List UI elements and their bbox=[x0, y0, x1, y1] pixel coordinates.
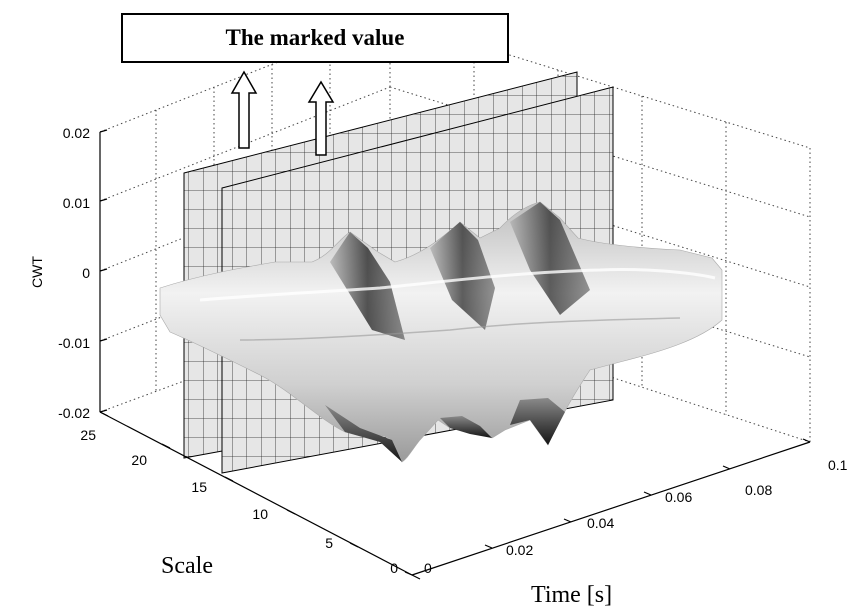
y-axis-label: Scale bbox=[161, 553, 213, 579]
y-tick-label: 5 bbox=[325, 535, 333, 551]
z-ticks bbox=[99, 129, 108, 413]
x-axis-label: Time [s] bbox=[531, 582, 612, 608]
x-tick-label: 0 bbox=[424, 560, 432, 576]
x-tick-labels: 0 0.02 0.04 0.06 0.08 0.1 bbox=[424, 457, 848, 576]
x-tick-label: 0.02 bbox=[506, 542, 533, 558]
annotation-text: The marked value bbox=[225, 25, 405, 50]
marked-value-annotation: The marked value bbox=[121, 13, 509, 63]
z-tick-label: 0 bbox=[82, 265, 90, 281]
y-tick-label: 10 bbox=[252, 506, 268, 522]
y-tick-labels: 25 20 15 10 5 0 bbox=[80, 427, 398, 576]
y-tick-label: 15 bbox=[191, 479, 207, 495]
x-tick-label: 0.06 bbox=[665, 489, 692, 505]
x-ticks bbox=[404, 438, 811, 576]
x-tick-label: 0.1 bbox=[828, 457, 848, 473]
y-tick-label: 20 bbox=[131, 452, 147, 468]
y-tick-label: 25 bbox=[80, 427, 96, 443]
z-tick-label: -0.01 bbox=[58, 335, 90, 351]
axes bbox=[99, 132, 811, 576]
marker-arrow-1 bbox=[230, 70, 258, 149]
z-tick-label: 0.01 bbox=[63, 195, 90, 211]
marker-arrow-2 bbox=[307, 80, 335, 156]
z-tick-labels: 0.02 0.01 0 -0.01 -0.02 bbox=[58, 125, 90, 421]
z-tick-label: -0.02 bbox=[58, 405, 90, 421]
y-ticks bbox=[99, 411, 421, 580]
z-tick-label: 0.02 bbox=[63, 125, 90, 141]
x-tick-label: 0.08 bbox=[745, 482, 772, 498]
z-axis-label: CWT bbox=[29, 256, 45, 288]
x-tick-label: 0.04 bbox=[587, 515, 614, 531]
y-tick-label: 0 bbox=[390, 560, 398, 576]
cwt-surface bbox=[159, 201, 723, 463]
